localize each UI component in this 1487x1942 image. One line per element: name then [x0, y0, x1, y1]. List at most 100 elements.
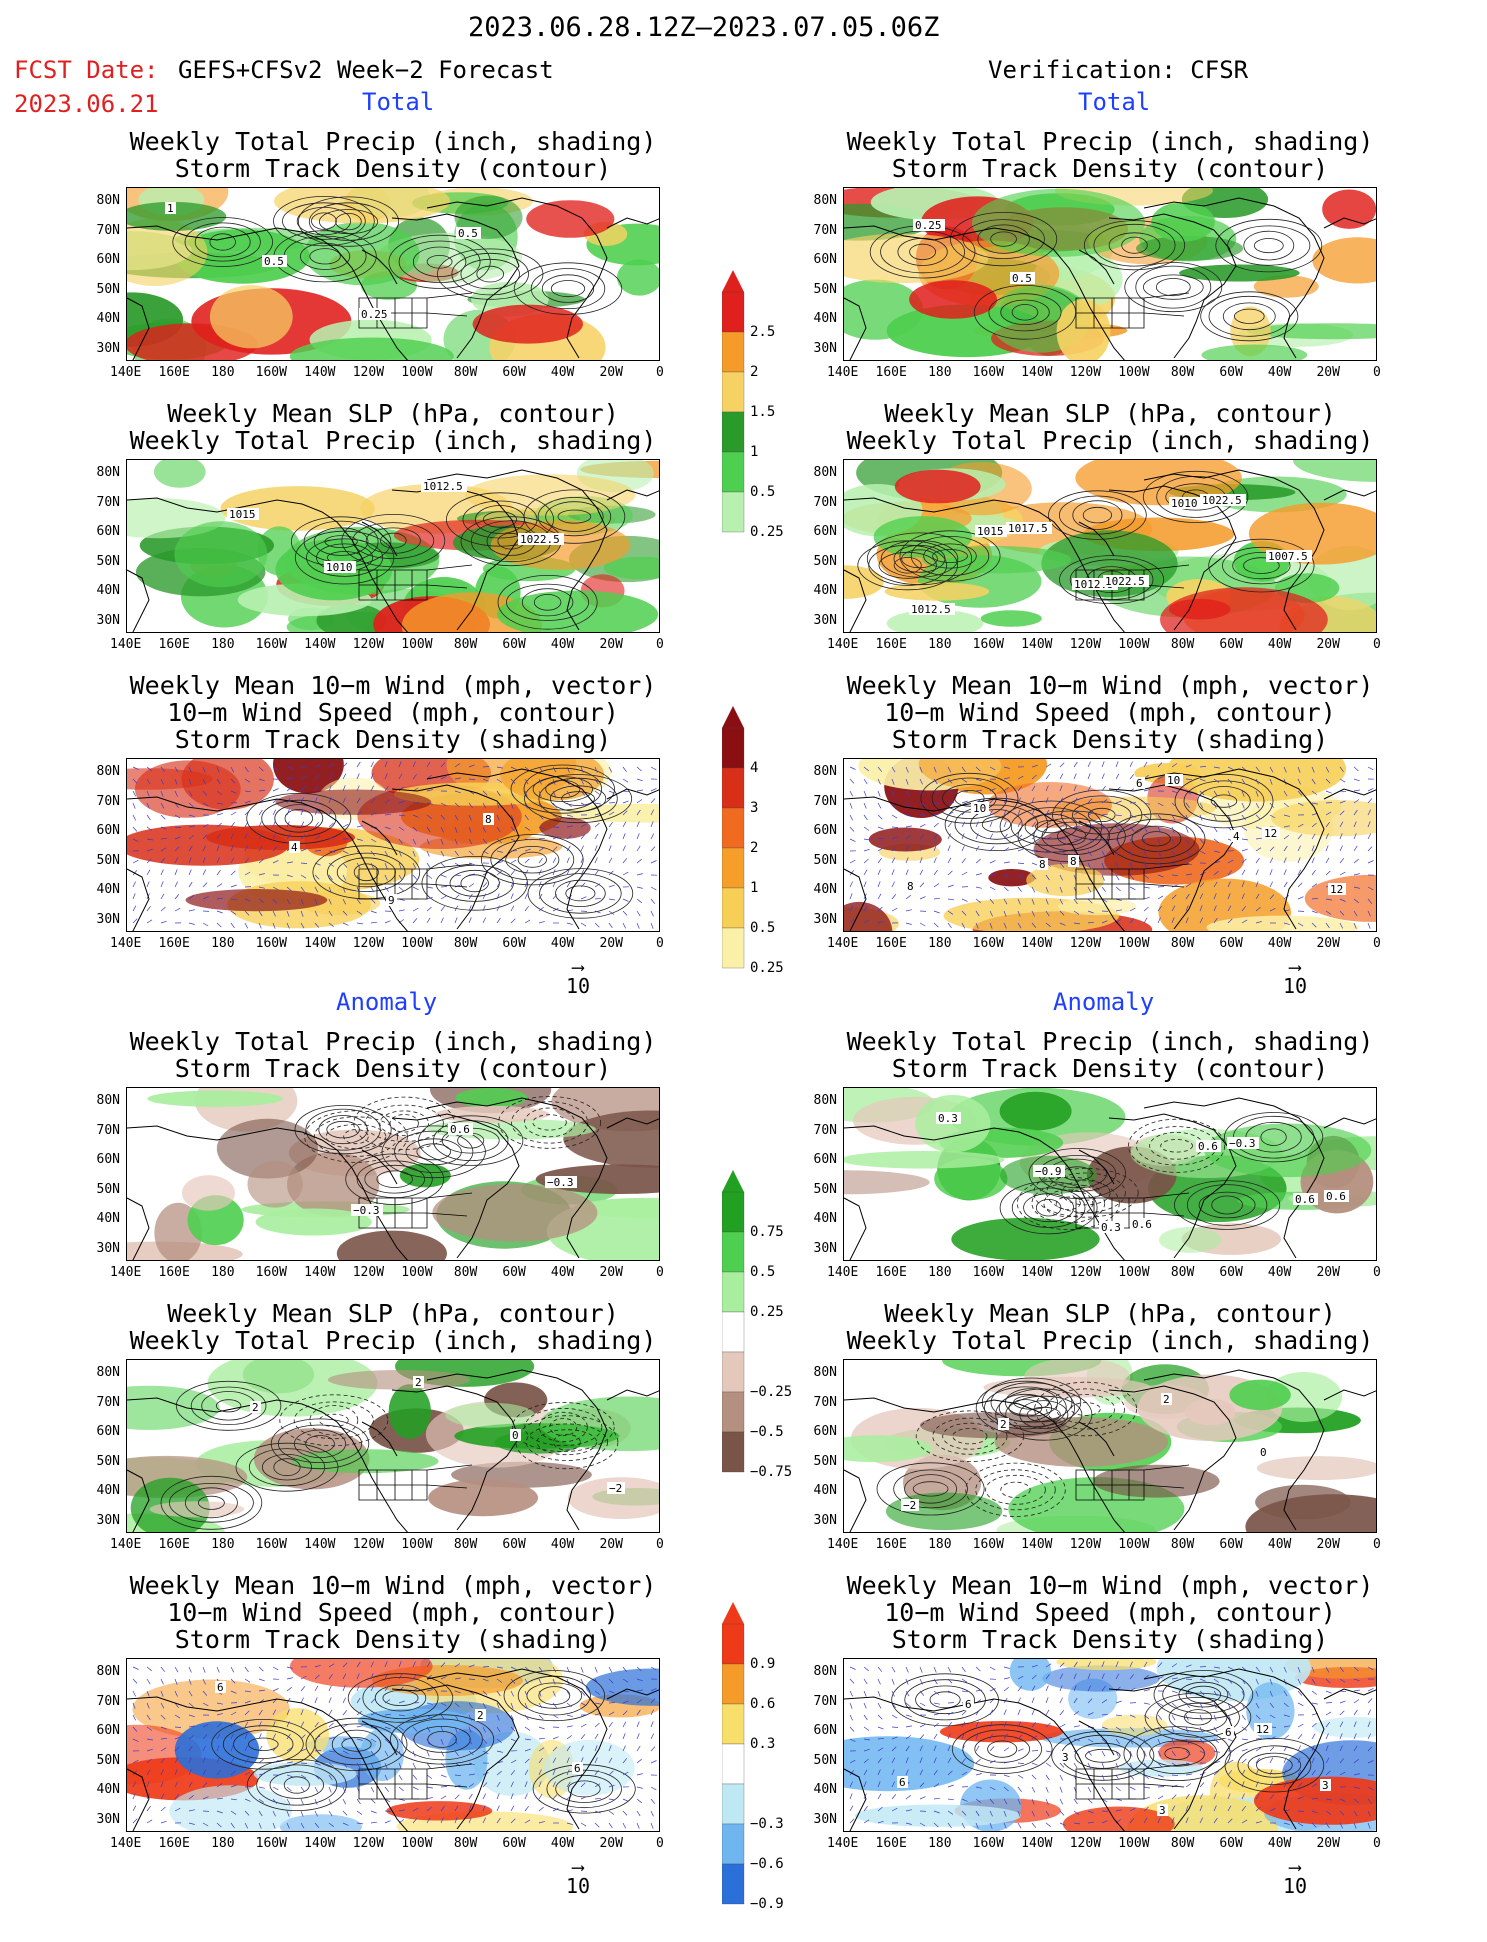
wind-vector — [371, 1799, 375, 1803]
wind-vector — [329, 1697, 331, 1703]
shading-blob — [337, 1231, 447, 1261]
wind-vector — [609, 1811, 614, 1814]
lon-tick-label: 100W — [401, 1836, 432, 1851]
vector-ref-4: ⟶10 — [1275, 1862, 1315, 1898]
wind-vector — [539, 1794, 542, 1799]
lon-tick-label: 160W — [256, 1537, 287, 1552]
wind-vector — [637, 1774, 643, 1775]
lon-tick-label: 0 — [1373, 1265, 1381, 1280]
wind-vector — [1326, 803, 1332, 804]
wind-vector — [1158, 887, 1164, 888]
wind-vector — [1018, 1709, 1020, 1715]
wind-vector — [1354, 1710, 1357, 1715]
wind-vector — [133, 1806, 136, 1811]
lat-tick-label: 30N — [86, 1241, 120, 1256]
wind-vector — [1018, 1749, 1024, 1751]
wind-vector — [399, 1787, 404, 1791]
contour-label: 0.6 — [1295, 1193, 1315, 1206]
lon-tick-label: 140E — [827, 1836, 858, 1851]
lon-tick-label: 40W — [1268, 1537, 1291, 1552]
wind-vector — [1046, 1751, 1052, 1752]
wind-vector — [301, 1787, 305, 1792]
fcst-model-label: GEFS+CFSv2 Week−2 Forecast — [178, 58, 554, 82]
wind-vector — [1046, 1787, 1048, 1793]
wind-vector — [441, 887, 447, 888]
wind-vector — [595, 1667, 597, 1673]
lon-tick-label: 20W — [1316, 936, 1339, 951]
contour-label: 0.25 — [915, 219, 942, 232]
colorbar-swatch — [722, 1664, 744, 1704]
colorbar-label: −0.5 — [750, 1424, 784, 1440]
lon-tick-label: 120W — [353, 637, 384, 652]
colorbar-swatch — [722, 332, 744, 372]
wind-vector — [1060, 1787, 1062, 1793]
wind-vector — [623, 1733, 625, 1739]
contour-label: 1022.5 — [1105, 575, 1145, 588]
shading-blob — [1322, 190, 1376, 229]
wind-vector — [1326, 1712, 1331, 1715]
lat-tick-label: 30N — [803, 1513, 837, 1528]
shading-blob — [909, 280, 997, 319]
contour-label: 2 — [415, 1376, 422, 1389]
wind-vector — [1102, 1787, 1106, 1792]
wind-vector — [1354, 1690, 1360, 1691]
lat-tick-label: 70N — [803, 223, 837, 238]
wind-vector — [1046, 1775, 1049, 1780]
shading-blob — [207, 1360, 377, 1417]
colorbar-swatch — [722, 1432, 744, 1472]
lon-tick-label: 100W — [1118, 637, 1149, 652]
wind-vector — [329, 1723, 334, 1727]
wind-vector — [539, 1807, 544, 1811]
wind-vector — [623, 1823, 626, 1828]
shading-blob — [445, 1403, 534, 1428]
wind-vector — [441, 1775, 447, 1777]
wind-vector — [1312, 1734, 1315, 1739]
contour-line — [1254, 239, 1283, 253]
shading-blob — [147, 1091, 283, 1107]
lon-tick-label: 120W — [1070, 1537, 1101, 1552]
wind-vector — [1340, 1701, 1346, 1703]
wind-vector — [595, 1823, 599, 1827]
lon-tick-label: 0 — [1373, 1537, 1381, 1552]
wind-vector — [1298, 1746, 1301, 1751]
wind-vector — [976, 1746, 979, 1751]
lon-tick-label: 80W — [1171, 637, 1194, 652]
wind-vector — [1144, 1690, 1150, 1692]
lon-tick-label: 160E — [876, 637, 907, 652]
lon-tick-label: 0 — [656, 1265, 664, 1280]
contour-label: 1010 — [1171, 497, 1198, 510]
wind-vector — [1018, 1763, 1024, 1764]
shading-blob — [432, 1184, 597, 1241]
colorbar-swatch — [722, 928, 744, 968]
shading-blob — [1058, 898, 1136, 916]
wind-vector — [850, 1806, 853, 1811]
wind-vector — [1060, 1811, 1064, 1815]
wind-vector — [1004, 1748, 1009, 1752]
wind-vector — [133, 1691, 136, 1696]
shading-blob — [127, 1386, 220, 1430]
shading-blob — [497, 591, 658, 634]
lat-tick-label: 40N — [86, 1782, 120, 1797]
wind-vector — [1284, 1735, 1289, 1739]
colorbar-label: 1 — [750, 444, 758, 460]
lon-tick-label: 140E — [110, 936, 141, 951]
lon-tick-label: 120W — [1070, 1836, 1101, 1851]
shading-blob — [248, 1161, 303, 1208]
contour-label: 2 — [477, 1709, 484, 1722]
wind-vector — [1326, 1691, 1332, 1693]
lat-tick-label: 80N — [86, 1365, 120, 1380]
lon-tick-label: 20W — [599, 1265, 622, 1280]
lat-tick-label: 80N — [86, 764, 120, 779]
lon-tick-label: 120W — [353, 365, 384, 380]
lon-tick-label: 180 — [211, 365, 234, 380]
lon-tick-label: 180 — [928, 637, 951, 652]
wind-vector — [1004, 1775, 1010, 1777]
lon-tick-label: 140W — [304, 1265, 335, 1280]
lat-tick-label: 50N — [86, 853, 120, 868]
wind-vector — [1116, 1787, 1121, 1791]
wind-vector — [273, 1787, 278, 1790]
lat-tick-label: 80N — [86, 1093, 120, 1108]
contour-label: −0.9 — [1035, 1165, 1062, 1178]
